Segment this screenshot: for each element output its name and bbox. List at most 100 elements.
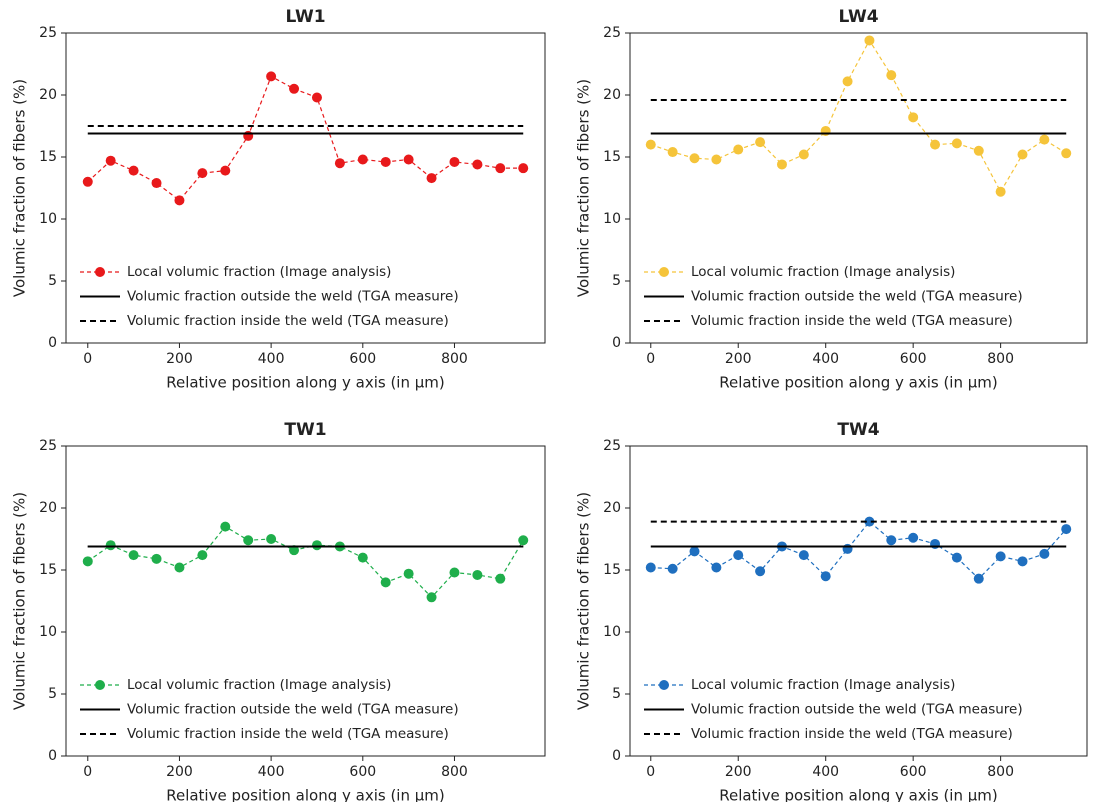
data-point — [755, 137, 766, 148]
data-point — [908, 532, 919, 543]
data-point — [711, 154, 722, 165]
data-point — [105, 155, 116, 166]
data-point — [667, 563, 678, 574]
data-point — [973, 145, 984, 156]
y-tick-label: 5 — [48, 686, 57, 702]
data-point — [645, 139, 656, 150]
y-tick-label: 15 — [39, 562, 57, 578]
data-point — [472, 569, 483, 580]
data-point — [403, 568, 414, 579]
data-point — [266, 534, 277, 544]
data-point — [908, 112, 919, 123]
x-tick-label: 0 — [83, 351, 92, 367]
data-point — [798, 149, 809, 160]
data-point — [128, 550, 139, 561]
data-point — [151, 178, 162, 189]
data-point — [951, 138, 962, 149]
y-tick-label: 25 — [603, 438, 621, 454]
x-tick-label: 0 — [646, 351, 655, 367]
data-point — [1017, 556, 1028, 567]
legend-label: Volumic fraction inside the weld (TGA me… — [691, 726, 1013, 742]
data-point — [220, 521, 231, 532]
y-tick-label: 20 — [39, 87, 57, 103]
data-point — [1061, 148, 1072, 159]
data-point — [886, 535, 897, 546]
x-tick-label: 200 — [166, 351, 193, 367]
data-point — [449, 156, 460, 167]
data-point — [776, 159, 787, 170]
subplot-title: LW1 — [285, 7, 325, 27]
data-point — [755, 566, 766, 577]
data-point — [472, 159, 483, 170]
y-tick-label: 10 — [603, 211, 621, 227]
legend-label: Volumic fraction inside the weld (TGA me… — [127, 726, 449, 742]
legend-marker — [95, 680, 105, 690]
legend-label: Local volumic fraction (Image analysis) — [691, 264, 955, 280]
data-point — [197, 168, 208, 179]
legend-label: Volumic fraction inside the weld (TGA me… — [691, 313, 1013, 329]
data-point — [1039, 548, 1050, 559]
x-axis-label: Relative position along y axis (in μm) — [166, 374, 445, 392]
legend-label: Volumic fraction outside the weld (TGA m… — [127, 289, 459, 305]
subplot: TW4 Relative position along y axis (in μm… — [575, 420, 1088, 802]
y-axis-label: Volumic fraction of fibers (%) — [11, 79, 29, 297]
data-point — [645, 562, 656, 573]
x-tick-label: 800 — [441, 764, 468, 780]
series-line — [650, 520, 1067, 580]
data-point — [174, 195, 185, 206]
x-axis-label: Relative position along y axis (in μm) — [166, 787, 445, 802]
data-point — [689, 546, 700, 557]
data-point — [403, 154, 414, 165]
data-point — [311, 540, 322, 551]
y-tick-label: 15 — [603, 149, 621, 165]
x-tick-label: 200 — [725, 351, 752, 367]
data-point — [243, 130, 254, 141]
data-point — [380, 577, 391, 588]
x-tick-label: 600 — [349, 351, 376, 367]
data-point — [151, 553, 162, 564]
legend-label: Volumic fraction outside the weld (TGA m… — [691, 289, 1023, 305]
subplot: LW4 Relative position along y axis (in μm… — [575, 7, 1088, 392]
x-tick-label: 600 — [900, 764, 927, 780]
data-point — [426, 592, 437, 603]
data-point — [689, 153, 700, 164]
y-tick-label: 10 — [39, 624, 57, 640]
data-point — [1061, 524, 1072, 535]
y-tick-label: 0 — [612, 335, 621, 351]
data-point — [995, 186, 1006, 197]
data-point — [334, 158, 345, 169]
data-point — [243, 535, 254, 546]
series-line — [650, 39, 1067, 193]
y-tick-label: 25 — [603, 25, 621, 41]
y-axis-label: Volumic fraction of fibers (%) — [575, 79, 593, 297]
data-point — [1039, 134, 1050, 145]
legend-marker — [95, 267, 105, 277]
y-tick-label: 0 — [612, 748, 621, 764]
y-tick-label: 0 — [48, 748, 57, 764]
data-point — [820, 571, 831, 582]
y-tick-label: 5 — [612, 273, 621, 289]
data-point — [973, 573, 984, 584]
y-tick-label: 0 — [48, 335, 57, 351]
x-tick-label: 800 — [987, 351, 1014, 367]
data-point — [842, 76, 853, 87]
data-point — [82, 556, 93, 567]
data-point — [930, 139, 941, 150]
x-tick-label: 600 — [900, 351, 927, 367]
data-point — [311, 92, 322, 103]
x-tick-label: 0 — [646, 764, 655, 780]
subplot: LW1 Relative position along y axis (in μm… — [11, 7, 546, 392]
data-point — [357, 154, 368, 165]
data-point — [289, 83, 300, 94]
data-point — [289, 545, 300, 556]
legend-label: Local volumic fraction (Image analysis) — [127, 677, 391, 693]
x-tick-label: 800 — [441, 351, 468, 367]
x-tick-label: 0 — [83, 764, 92, 780]
subplot: TW1 Relative position along y axis (in μm… — [11, 420, 546, 802]
legend-label: Volumic fraction outside the weld (TGA m… — [127, 702, 459, 718]
x-tick-label: 400 — [812, 764, 839, 780]
y-tick-label: 25 — [39, 25, 57, 41]
data-point — [105, 540, 116, 551]
legend-marker — [659, 267, 669, 277]
x-tick-label: 200 — [166, 764, 193, 780]
